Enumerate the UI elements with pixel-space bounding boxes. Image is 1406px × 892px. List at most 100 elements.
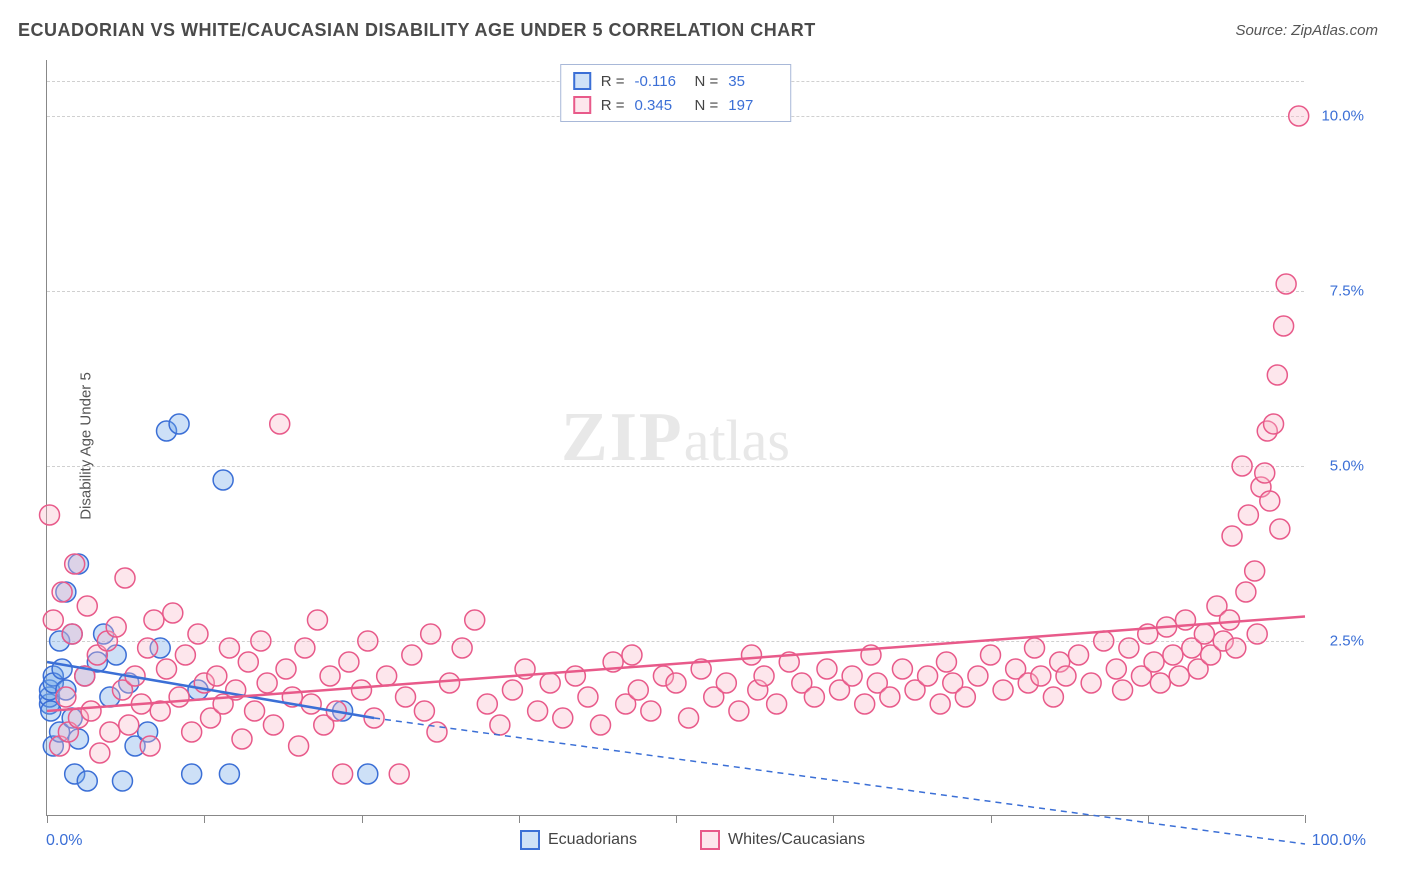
data-point-ecuadorians: [219, 764, 239, 784]
data-point-whites: [502, 680, 522, 700]
chart-title: ECUADORIAN VS WHITE/CAUCASIAN DISABILITY…: [18, 20, 816, 41]
data-point-whites: [219, 638, 239, 658]
data-point-whites: [936, 652, 956, 672]
data-point-whites: [163, 603, 183, 623]
data-point-whites: [1031, 666, 1051, 686]
data-point-whites: [1150, 673, 1170, 693]
stats-row-whites: R = 0.345 N = 197: [573, 93, 779, 117]
data-point-whites: [892, 659, 912, 679]
y-tick-label: 7.5%: [1330, 283, 1364, 300]
data-point-whites: [679, 708, 699, 728]
data-point-whites: [1094, 631, 1114, 651]
data-point-whites: [880, 687, 900, 707]
data-point-whites: [993, 680, 1013, 700]
data-point-ecuadorians: [112, 771, 132, 791]
data-point-whites: [1169, 666, 1189, 686]
data-point-whites: [140, 736, 160, 756]
stats-swatch-icon: [573, 72, 591, 90]
data-point-whites: [641, 701, 661, 721]
data-point-whites: [666, 673, 686, 693]
r-label: R =: [601, 97, 625, 114]
data-point-ecuadorians: [52, 659, 72, 679]
data-point-whites: [1194, 624, 1214, 644]
x-tick: [991, 815, 992, 823]
x-tick: [1305, 815, 1306, 823]
x-tick: [47, 815, 48, 823]
data-point-whites: [1245, 561, 1265, 581]
data-point-whites: [842, 666, 862, 686]
x-tick: [519, 815, 520, 823]
data-point-whites: [1267, 365, 1287, 385]
data-point-whites: [1238, 505, 1258, 525]
data-point-whites: [157, 659, 177, 679]
data-point-whites: [339, 652, 359, 672]
data-point-whites: [1226, 638, 1246, 658]
data-point-whites: [1255, 463, 1275, 483]
data-point-whites: [981, 645, 1001, 665]
data-point-whites: [817, 659, 837, 679]
x-axis-max-label: 100.0%: [1312, 832, 1366, 850]
data-point-ecuadorians: [169, 414, 189, 434]
data-point-whites: [90, 743, 110, 763]
data-point-whites: [169, 687, 189, 707]
data-point-whites: [1247, 624, 1267, 644]
data-point-whites: [115, 568, 135, 588]
data-point-whites: [270, 414, 290, 434]
data-point-whites: [1236, 582, 1256, 602]
data-point-whites: [232, 729, 252, 749]
stats-row-ecuadorians: R =-0.116N =35: [573, 69, 779, 93]
data-point-whites: [421, 624, 441, 644]
data-point-whites: [1260, 491, 1280, 511]
data-point-whites: [565, 666, 585, 686]
data-point-whites: [119, 715, 139, 735]
data-point-whites: [307, 610, 327, 630]
r-value: -0.116: [635, 73, 685, 90]
data-point-whites: [465, 610, 485, 630]
data-point-whites: [968, 666, 988, 686]
data-point-whites: [1144, 652, 1164, 672]
data-point-whites: [1264, 414, 1284, 434]
data-point-whites: [930, 694, 950, 714]
r-label: R =: [601, 73, 625, 90]
data-point-whites: [257, 673, 277, 693]
data-point-whites: [81, 701, 101, 721]
data-point-whites: [188, 624, 208, 644]
data-point-whites: [62, 624, 82, 644]
x-tick: [676, 815, 677, 823]
x-tick: [1148, 815, 1149, 823]
data-point-ecuadorians: [77, 771, 97, 791]
data-point-whites: [1276, 274, 1296, 294]
data-point-whites: [855, 694, 875, 714]
y-tick-label: 2.5%: [1330, 633, 1364, 650]
data-point-whites: [396, 687, 416, 707]
data-point-whites: [1106, 659, 1126, 679]
data-point-whites: [251, 631, 271, 651]
data-point-whites: [40, 505, 60, 525]
legend-swatch-icon: [700, 830, 720, 850]
data-point-whites: [490, 715, 510, 735]
data-point-whites: [1232, 456, 1252, 476]
data-point-whites: [301, 694, 321, 714]
data-point-whites: [358, 631, 378, 651]
data-point-whites: [1289, 106, 1309, 126]
r-value: 0.345: [635, 97, 685, 114]
data-point-whites: [402, 645, 422, 665]
data-point-whites: [1043, 687, 1063, 707]
data-point-whites: [1069, 645, 1089, 665]
x-tick: [833, 815, 834, 823]
n-label: N =: [695, 97, 719, 114]
legend-swatch-icon: [520, 830, 540, 850]
data-point-whites: [56, 687, 76, 707]
data-point-whites: [389, 764, 409, 784]
x-tick: [362, 815, 363, 823]
data-point-whites: [1119, 638, 1139, 658]
n-value: 197: [728, 97, 778, 114]
data-point-whites: [245, 701, 265, 721]
data-point-whites: [528, 701, 548, 721]
legend-item-whites: Whites/Caucasians: [700, 830, 865, 850]
data-point-whites: [754, 666, 774, 686]
data-point-whites: [716, 673, 736, 693]
data-point-whites: [741, 645, 761, 665]
stats-swatch-icon: [573, 96, 591, 114]
x-axis-min-label: 0.0%: [46, 832, 82, 850]
